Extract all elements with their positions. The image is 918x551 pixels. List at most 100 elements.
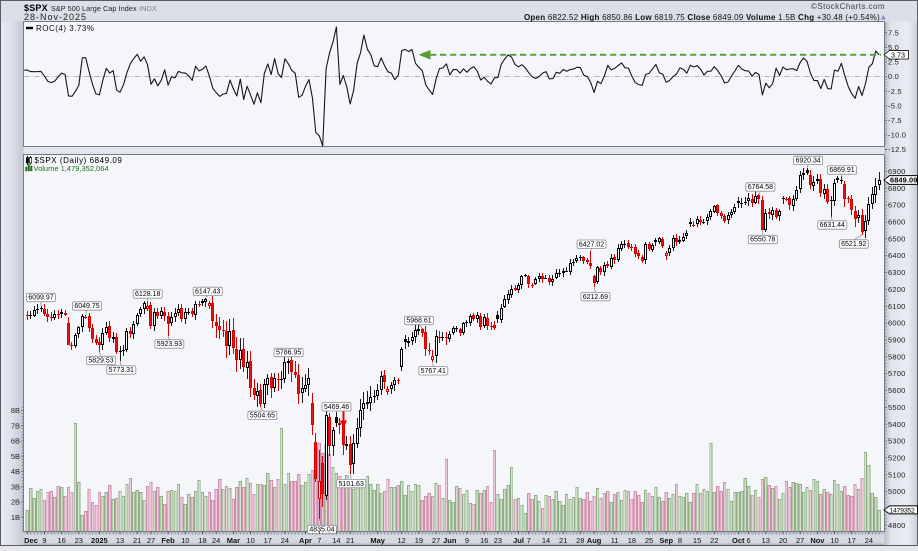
svg-text:Mar: Mar bbox=[227, 536, 240, 545]
svg-text:6521.92: 6521.92 bbox=[841, 241, 866, 248]
svg-text:6764.58: 6764.58 bbox=[748, 184, 773, 191]
svg-text:6869.91: 6869.91 bbox=[829, 167, 854, 174]
svg-text:21: 21 bbox=[346, 536, 354, 545]
svg-text:6849.09: 6849.09 bbox=[890, 176, 917, 185]
svg-text:5504.65: 5504.65 bbox=[250, 413, 275, 420]
svg-text:14: 14 bbox=[332, 536, 340, 545]
svg-text:15: 15 bbox=[693, 536, 701, 545]
svg-text:6128.18: 6128.18 bbox=[135, 291, 160, 298]
svg-text:27: 27 bbox=[796, 536, 804, 545]
svg-text:13: 13 bbox=[762, 536, 770, 545]
svg-text:1B: 1B bbox=[11, 513, 20, 522]
svg-text:ROC(4) 3.73%: ROC(4) 3.73% bbox=[36, 24, 94, 33]
svg-text:Dec: Dec bbox=[24, 536, 38, 545]
svg-text:6700: 6700 bbox=[888, 201, 906, 210]
svg-text:Nov: Nov bbox=[810, 536, 825, 545]
svg-text:8: 8 bbox=[678, 536, 682, 545]
svg-text:24: 24 bbox=[281, 536, 289, 545]
svg-text:5829.53: 5829.53 bbox=[88, 358, 113, 365]
svg-text:17: 17 bbox=[264, 536, 272, 545]
svg-text:5900: 5900 bbox=[888, 336, 906, 345]
svg-text:6427.02: 6427.02 bbox=[579, 241, 604, 248]
svg-text:24: 24 bbox=[212, 536, 220, 545]
svg-text:20: 20 bbox=[779, 536, 787, 545]
svg-text:5100: 5100 bbox=[888, 470, 906, 479]
svg-text:21: 21 bbox=[559, 536, 567, 545]
svg-text:7: 7 bbox=[317, 536, 321, 545]
svg-text:6049.75: 6049.75 bbox=[74, 303, 99, 310]
svg-text:16: 16 bbox=[480, 536, 488, 545]
svg-text:-12.5: -12.5 bbox=[888, 145, 906, 154]
svg-text:8B: 8B bbox=[11, 406, 20, 415]
svg-text:5767.41: 5767.41 bbox=[421, 368, 446, 375]
svg-text:14: 14 bbox=[542, 536, 550, 545]
svg-text:6200: 6200 bbox=[888, 285, 906, 294]
svg-text:1479352: 1479352 bbox=[890, 507, 915, 514]
svg-text:-10.0: -10.0 bbox=[888, 131, 906, 140]
svg-text:4800: 4800 bbox=[888, 521, 906, 530]
svg-text:10: 10 bbox=[181, 536, 189, 545]
svg-text:16: 16 bbox=[58, 536, 66, 545]
svg-text:5101.63: 5101.63 bbox=[339, 481, 364, 488]
svg-text:©StockCharts.com: ©StockCharts.com bbox=[811, 2, 885, 11]
svg-text:25: 25 bbox=[645, 536, 653, 545]
svg-text:10: 10 bbox=[246, 536, 254, 545]
svg-text:9: 9 bbox=[42, 536, 46, 545]
svg-text:Open 6822.52 High 6850.86 Lo: Open 6822.52 High 6850.86 Low 6819.75 Cl… bbox=[524, 13, 880, 22]
svg-text:22: 22 bbox=[710, 536, 718, 545]
svg-text:6212.69: 6212.69 bbox=[583, 294, 608, 301]
svg-text:-2.5: -2.5 bbox=[888, 87, 902, 96]
svg-text:3B: 3B bbox=[11, 482, 20, 491]
svg-text:6920.34: 6920.34 bbox=[795, 158, 820, 165]
svg-text:23: 23 bbox=[494, 536, 502, 545]
svg-text:5500: 5500 bbox=[888, 403, 906, 412]
svg-text:6631.44: 6631.44 bbox=[820, 222, 845, 229]
svg-text:18: 18 bbox=[628, 536, 636, 545]
svg-text:5800: 5800 bbox=[888, 352, 906, 361]
svg-text:5469.46: 5469.46 bbox=[324, 404, 349, 411]
svg-text:6800: 6800 bbox=[888, 184, 906, 193]
svg-text:6147.43: 6147.43 bbox=[195, 289, 220, 296]
svg-text:17: 17 bbox=[848, 536, 856, 545]
svg-text:5923.93: 5923.93 bbox=[157, 341, 182, 348]
svg-text:5700: 5700 bbox=[888, 369, 906, 378]
svg-text:5400: 5400 bbox=[888, 420, 906, 429]
svg-text:11: 11 bbox=[611, 536, 619, 545]
svg-text:2B: 2B bbox=[11, 498, 20, 507]
svg-text:28-Nov-2025: 28-Nov-2025 bbox=[24, 12, 87, 22]
svg-text:7.5: 7.5 bbox=[888, 28, 899, 37]
svg-text:28: 28 bbox=[576, 536, 584, 545]
svg-text:13: 13 bbox=[116, 536, 124, 545]
svg-text:Jun: Jun bbox=[443, 536, 457, 545]
svg-text:23: 23 bbox=[75, 536, 83, 545]
svg-text:-7.5: -7.5 bbox=[888, 116, 902, 125]
svg-text:Aug: Aug bbox=[587, 536, 602, 545]
svg-text:5000: 5000 bbox=[888, 487, 906, 496]
svg-text:Feb: Feb bbox=[161, 536, 175, 545]
svg-text:6900: 6900 bbox=[888, 167, 906, 176]
svg-text:21: 21 bbox=[133, 536, 141, 545]
svg-text:-5.0: -5.0 bbox=[888, 101, 902, 110]
svg-text:INDX: INDX bbox=[139, 4, 157, 13]
svg-text:24: 24 bbox=[865, 536, 873, 545]
svg-text:Volume 1,479,352,064: Volume 1,479,352,064 bbox=[34, 164, 109, 173]
svg-text:10: 10 bbox=[830, 536, 838, 545]
svg-text:18: 18 bbox=[198, 536, 206, 545]
svg-text:7: 7 bbox=[527, 536, 531, 545]
svg-text:27: 27 bbox=[432, 536, 440, 545]
svg-text:Oct: Oct bbox=[732, 536, 745, 545]
svg-text:Sep: Sep bbox=[659, 536, 673, 545]
svg-text:5B: 5B bbox=[11, 452, 20, 461]
svg-text:5786.95: 5786.95 bbox=[276, 350, 301, 357]
svg-text:27: 27 bbox=[147, 536, 155, 545]
svg-text:6400: 6400 bbox=[888, 251, 906, 260]
svg-text:6300: 6300 bbox=[888, 268, 906, 277]
svg-text:Apr: Apr bbox=[299, 536, 312, 545]
svg-text:6000: 6000 bbox=[888, 319, 906, 328]
svg-text:5773.31: 5773.31 bbox=[109, 367, 134, 374]
svg-text:7B: 7B bbox=[11, 421, 20, 430]
svg-text:4835.04: 4835.04 bbox=[309, 527, 334, 534]
svg-text:6500: 6500 bbox=[888, 234, 906, 243]
svg-text:May: May bbox=[370, 536, 385, 545]
svg-text:Jul: Jul bbox=[513, 536, 524, 545]
